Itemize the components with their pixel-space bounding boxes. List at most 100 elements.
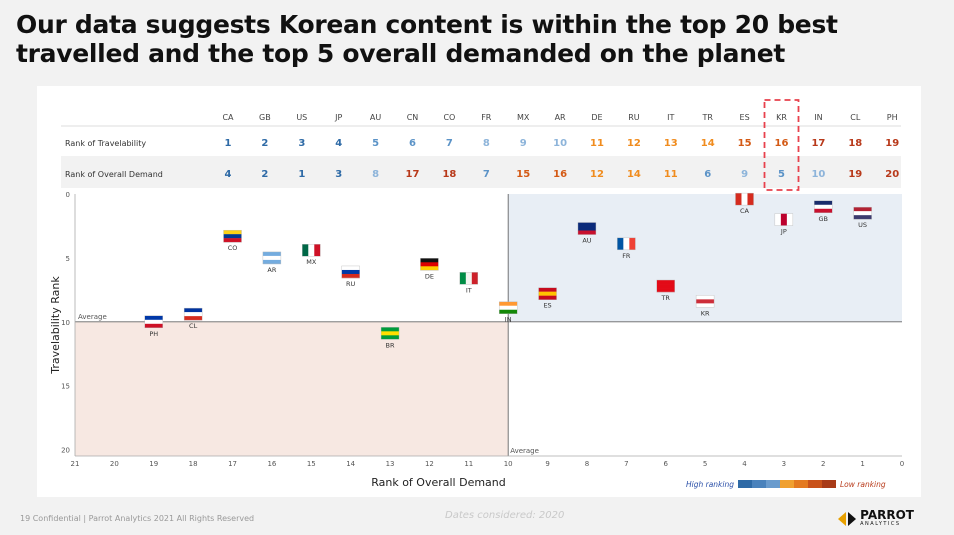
average-label-y: Average — [78, 313, 107, 321]
demand-rank-fr: 7 — [483, 169, 490, 180]
travel-rank-us: 3 — [298, 138, 305, 149]
x-tick-label: 19 — [149, 460, 158, 468]
y-tick-label: 10 — [61, 319, 70, 327]
table-header-ar: AR — [555, 113, 566, 122]
demand-rank-es: 9 — [741, 169, 748, 180]
flag-es-icon — [538, 287, 557, 300]
flag-ph-icon — [144, 315, 163, 329]
x-tick-label: 8 — [585, 460, 589, 468]
point-label-mx: MX — [306, 258, 317, 266]
x-tick-label: 18 — [189, 460, 198, 468]
demand-rank-cn: 17 — [406, 169, 420, 180]
table-row-bg — [61, 156, 901, 188]
table-header-mx: MX — [517, 113, 530, 122]
point-label-br: BR — [386, 341, 395, 349]
table-header-ru: RU — [628, 113, 640, 122]
travel-rank-de: 11 — [590, 138, 604, 149]
demand-rank-mx: 15 — [516, 169, 530, 180]
point-label-au: AU — [582, 237, 591, 245]
y-tick-label: 5 — [66, 255, 70, 263]
flag-ru-icon — [341, 265, 360, 279]
point-label-in: IN — [505, 316, 512, 324]
table-header-jp: JP — [334, 113, 342, 122]
legend-swatch — [766, 480, 780, 488]
x-tick-label: 20 — [110, 460, 119, 468]
point-label-gb: GB — [818, 215, 828, 223]
point-label-ph: PH — [149, 330, 158, 338]
demand-rank-ph: 20 — [885, 169, 899, 180]
parrot-logo: PARROT ANALYTICS — [838, 508, 914, 527]
point-label-ru: RU — [346, 280, 356, 288]
x-tick-label: 12 — [425, 460, 434, 468]
point-label-cl: CL — [189, 322, 198, 330]
travel-rank-co: 7 — [446, 138, 453, 149]
x-tick-label: 13 — [386, 460, 395, 468]
travel-rank-tr: 14 — [701, 138, 715, 149]
quadrant-low — [75, 321, 509, 456]
flag-ar-icon — [262, 251, 282, 265]
y-tick-label: 15 — [61, 383, 70, 391]
travel-rank-kr: 16 — [775, 138, 789, 149]
logo-text: PARROT — [860, 508, 914, 522]
parrot-logo-mark-icon — [838, 511, 847, 526]
flag-ca-icon — [735, 192, 754, 206]
x-tick-label: 17 — [228, 460, 237, 468]
demand-rank-ru: 14 — [627, 169, 641, 180]
footer-confidential: 19 Confidential | Parrot Analytics 2021 … — [20, 514, 255, 523]
legend-swatch — [794, 480, 808, 488]
table-header-in: IN — [814, 113, 822, 122]
table-header-us: US — [296, 113, 307, 122]
demand-rank-ca: 4 — [225, 169, 232, 180]
flag-au-icon — [577, 222, 597, 235]
point-label-es: ES — [543, 302, 551, 310]
table-header-kr: KR — [776, 113, 787, 122]
travel-rank-gb: 2 — [261, 138, 268, 149]
x-tick-label: 4 — [742, 460, 747, 468]
y-tick-label: 0 — [66, 191, 70, 199]
demand-rank-us: 1 — [298, 169, 305, 180]
travel-rank-it: 13 — [664, 138, 678, 149]
travel-rank-in: 17 — [811, 138, 825, 149]
point-label-it: IT — [466, 286, 472, 294]
legend-low-label: Low ranking — [840, 480, 886, 489]
flag-cl-icon — [183, 307, 203, 321]
demand-rank-co: 18 — [442, 169, 456, 180]
point-label-kr: KR — [701, 309, 710, 317]
row-label-travelability: Rank of Travelability — [65, 139, 146, 148]
flag-co-icon — [223, 229, 242, 243]
flag-it-icon — [459, 272, 479, 285]
table-header-cl: CL — [850, 113, 861, 122]
travel-rank-ru: 12 — [627, 138, 641, 149]
kr-highlight-box — [763, 99, 800, 191]
flag-de-icon — [420, 258, 439, 271]
x-tick-label: 5 — [703, 460, 707, 468]
flag-gb-icon — [814, 200, 833, 213]
average-label-x: Average — [510, 447, 539, 455]
flag-us-icon — [853, 206, 872, 220]
point-label-jp: JP — [780, 228, 787, 236]
travel-rank-jp: 4 — [335, 138, 342, 149]
parrot-logo-mark-icon — [848, 511, 857, 526]
demand-rank-cl: 19 — [848, 169, 862, 180]
table-header-tr: TR — [701, 113, 713, 122]
flag-kr-icon — [695, 295, 715, 308]
travel-rank-cl: 18 — [848, 138, 862, 149]
x-tick-label: 21 — [71, 460, 80, 468]
x-tick-label: 6 — [663, 460, 668, 468]
point-label-ca: CA — [740, 207, 750, 215]
legend-swatch — [780, 480, 794, 488]
y-axis-title: Travelability Rank — [49, 276, 62, 375]
footer-dates: Dates considered: 2020 — [445, 510, 565, 521]
table-header-au: AU — [370, 113, 381, 122]
point-label-us: US — [858, 221, 867, 229]
x-axis-title: Rank of Overall Demand — [371, 476, 506, 489]
point-label-co: CO — [228, 244, 238, 252]
demand-rank-it: 11 — [664, 169, 678, 180]
table-header-co: CO — [443, 113, 455, 122]
slide-title: Our data suggests Korean content is with… — [16, 10, 838, 68]
travel-rank-cn: 6 — [409, 138, 416, 149]
x-tick-label: 7 — [624, 460, 628, 468]
travel-rank-ph: 19 — [885, 138, 899, 149]
flag-br-icon — [380, 327, 400, 340]
table-header-fr: FR — [481, 113, 492, 122]
